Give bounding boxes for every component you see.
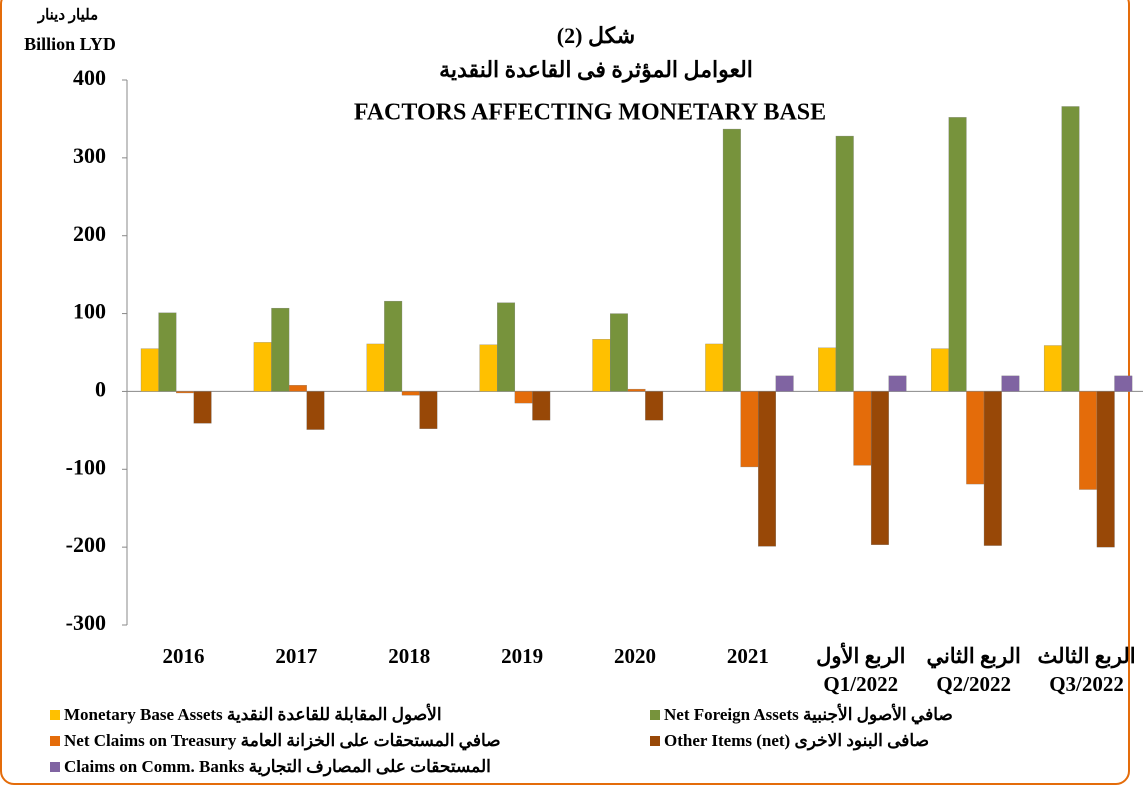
bar <box>140 348 159 392</box>
bar <box>705 343 724 392</box>
bar <box>758 391 776 547</box>
bar <box>532 391 551 421</box>
legend-label: Net Foreign Assets صافي الأصول الأجنبية <box>664 705 953 724</box>
bar <box>645 391 664 421</box>
y-tick-label: 100 <box>73 299 106 324</box>
legend-label: Claims on Comm. Banks المستحقات على المص… <box>64 757 491 776</box>
bar <box>1096 391 1115 548</box>
y-tick-label: -200 <box>66 532 106 557</box>
legend-entry: Claims on Comm. Banks المستحقات على المص… <box>50 757 491 777</box>
legend-entry: Monetary Base Assets الأصول المقابلة للق… <box>50 705 442 725</box>
legend-label: Monetary Base Assets الأصول المقابلة للق… <box>64 705 442 724</box>
y-tick-label: -100 <box>66 454 106 479</box>
unit-label: Billion LYD <box>24 34 116 54</box>
bar <box>818 347 837 392</box>
bar <box>740 391 759 468</box>
legend-swatch <box>650 736 660 746</box>
bar <box>419 391 438 429</box>
bar <box>870 391 889 545</box>
bar <box>158 312 177 392</box>
x-tick-label: 2021 <box>726 644 769 668</box>
bar <box>176 391 194 394</box>
bar <box>966 391 985 485</box>
chart-title: FACTORS AFFECTING MONETARY BASE <box>354 100 826 126</box>
bar <box>366 343 385 392</box>
bar <box>983 391 1002 546</box>
legend-label: Net Claims on Treasury صافي المستحقات عل… <box>64 731 501 750</box>
x-tick-label: الربع الثالث Q3/2022 <box>1037 644 1136 696</box>
bar <box>835 135 854 392</box>
legend-swatch <box>50 762 60 772</box>
x-tick-label: 2016 <box>162 644 205 668</box>
bar <box>479 344 498 392</box>
bar <box>271 307 290 392</box>
legend-entry: Net Foreign Assets صافي الأصول الأجنبية <box>650 705 953 725</box>
unit-label-arabic: مليار دينار <box>37 7 98 23</box>
y-tick-label: 200 <box>73 221 106 246</box>
bar <box>1001 375 1020 392</box>
y-tick-label: -300 <box>66 610 106 635</box>
bar <box>514 391 533 404</box>
bar <box>1114 375 1133 392</box>
legend-swatch <box>50 736 60 746</box>
bar <box>775 375 794 392</box>
x-tick-label: الربع الأول Q1/2022 <box>816 644 906 696</box>
bar <box>1079 391 1098 490</box>
bar <box>1043 345 1062 392</box>
x-tick-label: 2018 <box>388 644 431 668</box>
bar <box>193 391 212 424</box>
y-tick-label: 400 <box>73 65 106 90</box>
figure-label: شكل (2) <box>557 23 635 48</box>
bar <box>306 391 325 430</box>
x-tick-label: 2019 <box>501 644 544 668</box>
bar <box>931 348 949 392</box>
bar <box>627 388 646 392</box>
bar <box>853 391 872 466</box>
arabic-title: العوامل المؤثرة فى القاعدة النقدية <box>439 57 753 83</box>
bar <box>288 385 307 392</box>
bar <box>610 313 628 392</box>
bar <box>722 128 741 392</box>
x-tick-label: الربع الثاني Q2/2022 <box>926 644 1021 696</box>
y-tick-label: 0 <box>95 376 106 401</box>
bar <box>592 339 611 392</box>
bar <box>401 391 420 396</box>
x-tick-label: 2017 <box>275 644 318 668</box>
legend-entry: Net Claims on Treasury صافي المستحقات عل… <box>50 731 501 751</box>
bar <box>253 342 272 392</box>
bar <box>384 300 403 392</box>
bar <box>888 375 907 392</box>
bar <box>497 302 516 392</box>
legend-label: Other Items (net) صافى البنود الاخرى <box>664 731 930 750</box>
legend-entry: Other Items (net) صافى البنود الاخرى <box>650 731 929 751</box>
x-tick-label: 2020 <box>614 644 656 668</box>
bar <box>948 117 967 392</box>
legend-swatch <box>50 710 60 720</box>
bar <box>1061 106 1080 392</box>
y-tick-label: 300 <box>73 143 106 168</box>
legend-swatch <box>650 710 660 720</box>
